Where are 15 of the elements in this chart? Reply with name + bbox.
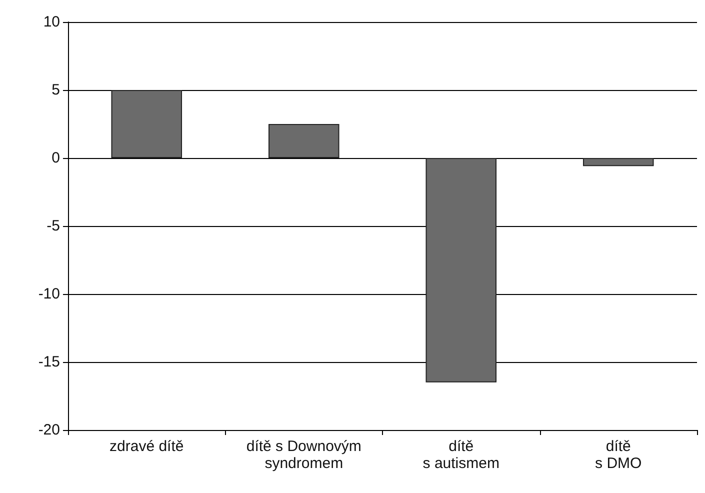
- y-tick-label: -15: [38, 354, 60, 370]
- x-tick-label: dítě s DMO: [595, 438, 642, 472]
- x-tick-label: dítě s Downovým syndromem: [246, 438, 362, 472]
- y-tick-label: -20: [38, 422, 60, 438]
- y-tick-label: 10: [43, 14, 60, 30]
- x-tick-label: dítě s autismem: [422, 438, 500, 472]
- y-tick-label: -5: [46, 218, 60, 234]
- bar: [268, 124, 340, 158]
- x-tick-label: zdravé dítě: [110, 438, 184, 455]
- y-tick-label: 5: [52, 82, 60, 98]
- bar: [111, 90, 182, 158]
- y-tick-label: -10: [38, 286, 60, 302]
- bar: [426, 158, 497, 382]
- y-tick-label: 0: [52, 150, 60, 166]
- bar: [582, 158, 654, 166]
